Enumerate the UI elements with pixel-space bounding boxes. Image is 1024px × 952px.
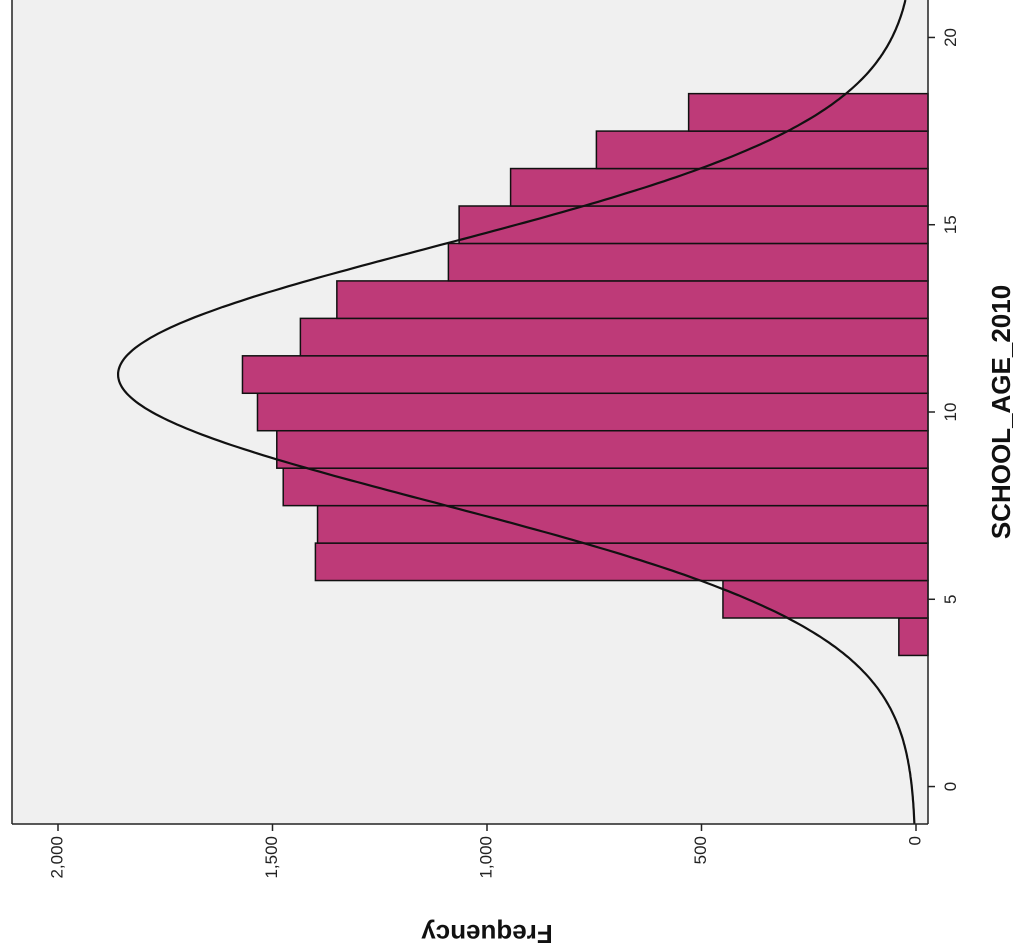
histogram-bar-7 bbox=[316, 504, 929, 544]
histogram-bar-15 bbox=[458, 205, 929, 245]
y-tick-label: 1,500 bbox=[262, 836, 281, 879]
histogram-bar-5 bbox=[722, 579, 929, 619]
histogram-bar-17 bbox=[595, 130, 929, 170]
histogram-bar-13 bbox=[336, 280, 929, 320]
histogram-bar-6 bbox=[314, 542, 929, 582]
x-tick-label: 15 bbox=[941, 215, 960, 234]
histogram-bars bbox=[241, 92, 929, 657]
x-tick-label: 20 bbox=[941, 28, 960, 47]
normal-curve bbox=[117, 0, 916, 825]
y-tick-label: 2,000 bbox=[47, 836, 66, 879]
y-axis-title: Frequency bbox=[421, 919, 553, 949]
histogram-bar-12 bbox=[299, 317, 929, 357]
x-tick-label: 5 bbox=[941, 595, 960, 604]
x-tick-label: 10 bbox=[941, 403, 960, 422]
histogram-bar-10 bbox=[256, 392, 929, 432]
histogram-bar-4 bbox=[898, 617, 929, 657]
histogram-bar-18 bbox=[687, 92, 929, 132]
histogram-bar-11 bbox=[241, 355, 929, 395]
x-tick-label: 0 bbox=[941, 782, 960, 791]
histogram-bar-14 bbox=[447, 242, 929, 282]
histogram-bar-9 bbox=[276, 429, 929, 469]
tick-labels: 0 5 10 15 20 0 500 1,000 1,500 2,000 bbox=[47, 28, 960, 879]
y-tick-label: 1,000 bbox=[476, 836, 495, 879]
y-tick-label: 0 bbox=[905, 836, 924, 845]
y-tick-label: 500 bbox=[691, 836, 710, 864]
x-axis-title: SCHOOL_AGE_2010 bbox=[986, 285, 1016, 539]
histogram-bar-16 bbox=[509, 167, 929, 207]
histogram-bar-8 bbox=[282, 467, 929, 507]
